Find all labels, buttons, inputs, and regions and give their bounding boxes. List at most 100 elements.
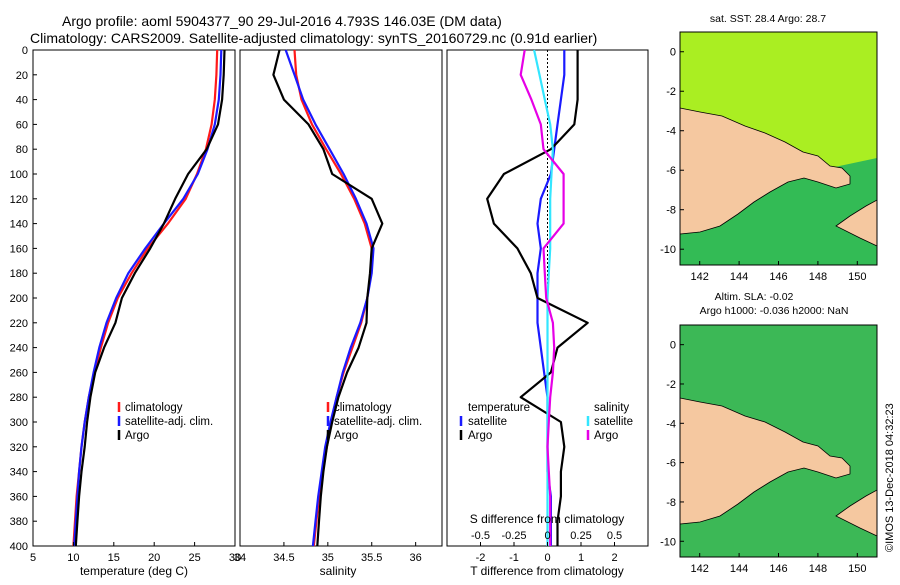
difference-legend: temperature satellite Argo salinity sate… — [459, 402, 633, 442]
depth-tick-label: 400 — [10, 541, 28, 553]
temperature-panel-frame — [32, 49, 236, 547]
map-lat-label: -6 — [666, 165, 676, 177]
sla-map: Altim. SLA: -0.02 Argo h1000: -0.036 h20… — [679, 291, 878, 558]
legend-satellite-label: satellite-adj. clim. — [334, 416, 422, 428]
x-tick-label: 35 — [322, 552, 334, 564]
legend-satellite-label: satellite-adj. clim. — [125, 416, 213, 428]
depth-tick-label: 240 — [10, 343, 28, 355]
s-tick-label: 0.5 — [607, 530, 622, 542]
salinity-panel-frame — [239, 49, 443, 547]
depth-tick-label: 200 — [10, 293, 28, 305]
x-tick-label: 34.5 — [273, 552, 294, 564]
map-lon-label: 150 — [848, 563, 866, 575]
map-lat-label: -2 — [666, 379, 676, 391]
x-tick-label: 25 — [188, 552, 200, 564]
s-tick-label: 0.25 — [570, 530, 591, 542]
legend-s-argo-label: Argo — [594, 430, 618, 442]
salinity-legend: climatology satellite-adj. clim. Argo — [326, 402, 422, 442]
legend-argo-label: Argo — [125, 430, 149, 442]
map-lat-label: -2 — [666, 86, 676, 98]
figure-title-line1: Argo profile: aoml 5904377_90 29-Jul-201… — [62, 13, 502, 29]
map-lat-label: -6 — [666, 458, 676, 470]
copyright-stamp: ©IMOS 13-Dec-2018 04:32:23 — [884, 403, 896, 552]
series-climatology — [72, 49, 219, 547]
difference-series-layer — [486, 49, 589, 546]
legend-t-argo-label: Argo — [468, 430, 492, 442]
map-lon-label: 148 — [809, 563, 827, 575]
map-lat-label: -4 — [666, 418, 676, 430]
sst-map: sat. SST: 28.4 Argo: 28.7 — [679, 13, 878, 266]
temperature-series-layer — [72, 49, 226, 547]
sla-map-title-line2: Argo h1000: -0.036 h2000: NaN — [700, 305, 849, 317]
legend-climatology-label: climatology — [334, 402, 392, 414]
map-lon-label: 144 — [730, 563, 748, 575]
series-argo-s — [519, 49, 565, 546]
map-lat-label: 0 — [670, 47, 676, 59]
x-tick-label: 20 — [148, 552, 160, 564]
legend-s-satellite-label: satellite — [594, 416, 633, 428]
x-tick-label: 5 — [30, 552, 36, 564]
series-climatology — [293, 49, 373, 547]
depth-tick-label: 20 — [16, 70, 28, 82]
map-lat-label: -8 — [666, 497, 676, 509]
x-tick-label: 34 — [234, 552, 246, 564]
s-tick-label: -0.25 — [501, 530, 526, 542]
sst-map-land — [679, 107, 851, 235]
depth-tick-label: 0 — [22, 45, 28, 57]
salinity-series-layer — [272, 49, 384, 547]
map-lon-label: 148 — [809, 271, 827, 283]
legend-temperature-title: temperature — [468, 402, 530, 414]
depth-tick-label: 360 — [10, 491, 28, 503]
series-argo — [272, 49, 384, 547]
s-tick-label: -0.5 — [471, 530, 490, 542]
x-tick-label: 1 — [578, 552, 584, 564]
x-tick-label: 15 — [108, 552, 120, 564]
depth-tick-label: 280 — [10, 392, 28, 404]
sst-map-title: sat. SST: 28.4 Argo: 28.7 — [710, 13, 826, 25]
depth-tick-label: 60 — [16, 119, 28, 131]
depth-tick-label: 100 — [10, 169, 28, 181]
depth-tick-label: 40 — [16, 95, 28, 107]
map-lat-label: -8 — [666, 205, 676, 217]
map-lon-label: 142 — [691, 563, 709, 575]
series-satellite-adj-clim- — [284, 49, 375, 547]
t-difference-axis-label: T difference from climatology — [470, 564, 624, 578]
x-tick-label: 30 — [229, 552, 241, 564]
legend-salinity-title: salinity — [594, 402, 629, 414]
depth-tick-label: 120 — [10, 194, 28, 206]
axes-ticks-layer: 0204060801001201401601802002202402602803… — [10, 45, 623, 564]
map-lat-label: -4 — [666, 126, 676, 138]
legend-climatology-label: climatology — [125, 402, 183, 414]
depth-tick-label: 300 — [10, 417, 28, 429]
series-argo-t — [486, 50, 589, 546]
sla-map-title-line1: Altim. SLA: -0.02 — [715, 291, 794, 303]
depth-tick-label: 140 — [10, 219, 28, 231]
map-lon-label: 142 — [691, 271, 709, 283]
legend-argo-label: Argo — [334, 430, 358, 442]
s-difference-axis-label: S difference from climatology — [470, 512, 625, 526]
depth-tick-label: 260 — [10, 367, 28, 379]
series-satellite-adj-clim- — [73, 49, 223, 547]
map-lat-label: -10 — [660, 536, 676, 548]
series-argo — [74, 49, 226, 547]
map-lon-label: 144 — [730, 271, 748, 283]
map-lon-label: 150 — [848, 271, 866, 283]
x-tick-label: 10 — [67, 552, 79, 564]
legend-t-satellite-label: satellite — [468, 416, 507, 428]
depth-tick-label: 340 — [10, 467, 28, 479]
map-lon-label: 146 — [769, 271, 787, 283]
depth-tick-label: 220 — [10, 318, 28, 330]
depth-tick-label: 320 — [10, 442, 28, 454]
figure-title-line2: Climatology: CARS2009. Satellite-adjuste… — [30, 30, 597, 46]
temperature-legend: climatology satellite-adj. clim. Argo — [117, 402, 213, 442]
depth-tick-label: 160 — [10, 243, 28, 255]
depth-tick-label: 380 — [10, 516, 28, 528]
map-ticks-layer: 142 144 146 148 150 0 -2 -4 -6 -8 -10 142 144 146 148 1… — [660, 47, 866, 575]
map-lon-label: 146 — [769, 563, 787, 575]
depth-tick-label: 180 — [10, 268, 28, 280]
s-tick-label: 0 — [544, 530, 550, 542]
x-tick-label: 35.5 — [361, 552, 382, 564]
map-lat-label: -10 — [660, 244, 676, 256]
x-tick-label: 2 — [611, 552, 617, 564]
